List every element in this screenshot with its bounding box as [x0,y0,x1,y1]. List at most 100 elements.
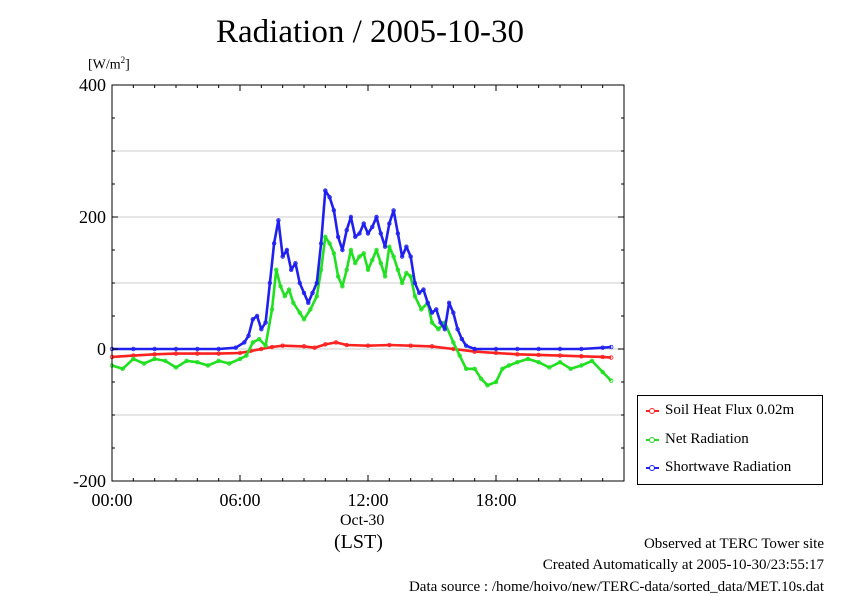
data-point [344,227,349,233]
data-point [323,188,328,193]
data-point [152,346,157,352]
data-point [417,290,422,296]
data-point [387,221,392,226]
series-line [112,189,612,351]
legend-swatch-green [646,436,659,443]
chart-title: Radiation / 2005-10-30 [216,14,524,50]
y-tick-label: 400 [79,75,106,95]
data-point [365,231,371,236]
data-point [348,247,354,253]
data-point [374,247,379,253]
data-point [353,234,358,239]
data-point [365,343,371,348]
data-point [600,369,605,375]
data-point [344,267,349,272]
data-point [455,327,460,332]
data-point [276,218,281,223]
y-axis-unit: [W/m2] [88,55,130,73]
data-point [327,194,332,200]
data-point [269,344,275,350]
data-point [308,307,313,312]
data-point [361,221,366,226]
data-point [478,376,484,381]
data-point [233,345,238,350]
y-tick-label: 0 [97,339,106,359]
data-point [557,360,563,365]
data-point [274,267,279,272]
data-point [254,313,260,319]
data-point [399,280,405,286]
data-point [412,294,418,299]
data-point [357,254,362,259]
data-point [387,342,392,348]
data-point [306,300,311,305]
data-point [293,261,298,266]
data-point [547,365,552,370]
data-point [259,346,264,352]
data-point [463,343,469,348]
y-tick-label: 200 [79,207,106,227]
data-point [340,247,345,253]
data-point [557,353,563,358]
data-point [370,224,375,230]
data-point [579,346,584,352]
data-point [378,231,383,236]
series-line [111,341,612,359]
data-point [382,274,388,279]
data-point [314,294,319,299]
data-point [463,366,469,371]
data-point [267,280,273,286]
data-point [327,241,332,246]
data-point [152,356,157,362]
data-point [391,254,396,259]
data-point [263,343,268,348]
data-point [152,352,157,357]
data-point [286,287,292,292]
data-point [459,336,465,342]
data-point [404,244,409,249]
data-point [289,267,294,272]
data-point [525,356,531,362]
data-point [579,354,584,359]
x-date-label: Oct-30 [340,512,385,529]
data-point [205,363,211,368]
data-point [609,355,614,360]
data-point [429,310,435,315]
data-point [173,365,179,370]
data-point [536,360,541,365]
data-point [515,346,520,352]
data-point [297,280,302,286]
data-point [472,346,477,352]
data-point [335,274,341,279]
data-point [250,340,255,345]
data-point [515,360,520,365]
data-point [382,244,388,249]
data-point [297,310,302,315]
data-point [312,345,317,350]
data-point [269,307,275,312]
data-point [353,261,358,266]
data-point [314,280,319,286]
data-point [438,320,443,325]
data-point [310,290,315,296]
data-point [250,317,255,322]
data-point [412,280,418,286]
data-point [391,208,396,213]
data-point [557,346,563,352]
data-point [246,333,251,338]
grid-lines [112,150,624,416]
data-point [348,214,354,220]
x-timezone-label: (LST) [334,531,383,553]
data-point [609,344,614,350]
data-point [536,352,541,358]
data-point [263,320,268,325]
data-point [357,231,362,236]
data-point [485,383,490,388]
data-point [408,274,413,279]
data-point [429,320,435,325]
data-point [395,231,401,236]
axes-layer: -200 0 200 400 00:00 06:00 12:00 18:00 [73,75,625,510]
data-point [515,352,520,357]
data-point [131,346,136,352]
data-point [387,244,392,249]
